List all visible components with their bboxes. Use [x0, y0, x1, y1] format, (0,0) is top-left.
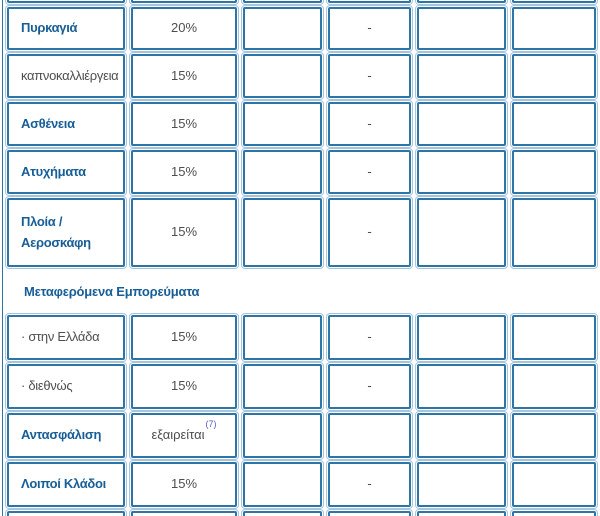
phantom-cell [243, 0, 322, 3]
phantom-cell [328, 511, 411, 516]
dash-cell: - [328, 102, 411, 146]
table-row: Ατυχήματα 15% - [7, 150, 598, 194]
empty-cell [512, 198, 596, 267]
rate-value: 15% [170, 476, 198, 492]
rate-value: 20% [170, 20, 198, 36]
rate-value: 15% [170, 329, 198, 345]
clipped-row-bottom [7, 511, 598, 516]
phantom-cell [328, 0, 411, 3]
empty-cell [417, 315, 506, 360]
row-label-cell: · στην Ελλάδα [7, 315, 125, 360]
empty-cell [512, 462, 596, 507]
empty-cell [417, 198, 506, 267]
dash-cell: - [328, 54, 411, 98]
table-row: Πλοία / Αεροσκάφη 15% - [7, 198, 598, 267]
dash-cell: - [328, 364, 411, 409]
dash-cell: - [328, 462, 411, 507]
empty-cell [417, 102, 506, 146]
phantom-cell [512, 511, 596, 516]
empty-cell [243, 102, 322, 146]
empty-cell [512, 364, 596, 409]
phantom-cell [131, 0, 237, 3]
table-row: · στην Ελλάδα 15% - [7, 315, 598, 360]
rate-value: 15% [170, 163, 198, 179]
rate-cell: 15% [131, 462, 237, 507]
dash-cell [328, 413, 411, 458]
empty-cell [512, 54, 596, 98]
empty-cell [512, 413, 596, 458]
row-label-cell: Αντασφάλιση [7, 413, 125, 458]
rate-value: 15% [170, 378, 198, 394]
empty-cell [243, 413, 322, 458]
table-row: Λοιποί Κλάδοι 15% - [7, 462, 598, 507]
phantom-cell [512, 0, 596, 3]
rate-cell: 15% [131, 150, 237, 194]
rate-value: 15% [170, 67, 198, 83]
table-row: Ασθένεια 15% - [7, 102, 598, 146]
empty-cell [243, 364, 322, 409]
rate-cell: 20% [131, 7, 237, 50]
empty-cell [243, 198, 322, 267]
dash-cell: - [328, 150, 411, 194]
row-label-cell: Πλοία / Αεροσκάφη [7, 198, 125, 267]
row-label-cell: καπνοκαλλιέργεια [7, 54, 125, 98]
rate-cell: 15% [131, 364, 237, 409]
dash-cell: - [328, 315, 411, 360]
rate-value: 15% [170, 115, 198, 131]
rate-cell: 15% [131, 198, 237, 267]
row-label-cell: Ασθένεια [7, 102, 125, 146]
phantom-cell [243, 511, 322, 516]
rate-value: 15% [170, 224, 198, 240]
empty-cell [417, 54, 506, 98]
table-row: Μεταφερόμενα Εμπορεύματα [7, 271, 598, 311]
empty-cell [512, 315, 596, 360]
empty-cell [243, 462, 322, 507]
row-label-cell: · διεθνώς [7, 364, 125, 409]
empty-cell [417, 150, 506, 194]
rate-cell: 15% [131, 102, 237, 146]
phantom-cell [7, 0, 125, 3]
rate-cell: εξαιρείται (7) [131, 413, 237, 458]
dash-cell: - [328, 7, 411, 50]
rate-value: εξαιρείται [151, 427, 205, 443]
table-row: · διεθνώς 15% - [7, 364, 598, 409]
empty-cell [417, 364, 506, 409]
empty-cell [417, 413, 506, 458]
phantom-cell [417, 511, 506, 516]
clipped-row-top [7, 0, 598, 3]
rate-cell: 15% [131, 315, 237, 360]
phantom-cell [417, 0, 506, 3]
section-header-cell: Μεταφερόμενα Εμπορεύματα [24, 283, 200, 299]
empty-cell [512, 102, 596, 146]
table-row: Αντασφάλιση εξαιρείται (7) [7, 413, 598, 458]
phantom-cell [7, 511, 125, 516]
empty-cell [243, 150, 322, 194]
table-row: καπνοκαλλιέργεια 15% - [7, 54, 598, 98]
rate-cell: 15% [131, 54, 237, 98]
empty-cell [243, 315, 322, 360]
row-label-cell: Ατυχήματα [7, 150, 125, 194]
empty-cell [512, 150, 596, 194]
table-row: Πυρκαγιά 20% - [7, 7, 598, 50]
empty-cell [243, 54, 322, 98]
row-label-cell: Λοιποί Κλάδοι [7, 462, 125, 507]
phantom-cell [131, 511, 237, 516]
empty-cell [417, 462, 506, 507]
empty-cell [243, 7, 322, 50]
row-label-cell: Πυρκαγιά [7, 7, 125, 50]
dash-cell: - [328, 198, 411, 267]
empty-cell [417, 7, 506, 50]
empty-cell [512, 7, 596, 50]
